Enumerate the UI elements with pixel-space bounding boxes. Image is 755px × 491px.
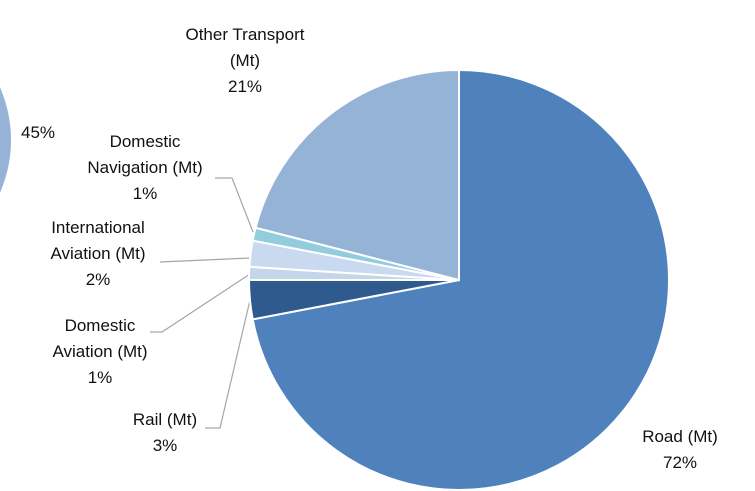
category-label: Other Transport (Mt) xyxy=(185,25,305,70)
value-label: 3% xyxy=(152,436,178,455)
value-label: 21% xyxy=(227,77,263,96)
slice-label: Other Transport (Mt) 21% xyxy=(170,22,320,100)
category-label: Domestic Navigation (Mt) xyxy=(87,132,203,177)
category-label: Domestic Aviation (Mt) xyxy=(52,316,148,361)
value-label: 72% xyxy=(662,453,698,472)
value-label: 1% xyxy=(132,184,158,203)
slice-label: Domestic Aviation (Mt) 1% xyxy=(40,313,160,391)
annotation: 45% xyxy=(20,123,56,142)
value-label: 1% xyxy=(87,368,113,387)
partial-pie xyxy=(0,82,13,198)
value-label: 2% xyxy=(85,270,111,289)
leader-line xyxy=(150,273,251,333)
slice-label: International Aviation (Mt) 2% xyxy=(38,215,158,293)
category-label: Rail (Mt) xyxy=(132,410,198,429)
slice-label: Domestic Navigation (Mt) 1% xyxy=(75,129,215,207)
leader-line xyxy=(215,177,254,233)
leader-lines xyxy=(150,177,254,429)
pie-slice xyxy=(254,68,460,282)
pie-slice xyxy=(251,68,670,491)
leader-line xyxy=(159,257,251,263)
category-label: International Aviation (Mt) xyxy=(50,218,146,263)
leader-line xyxy=(205,299,251,429)
slice-label: Road (Mt) 72% xyxy=(620,424,740,476)
slice-label: Rail (Mt) 3% xyxy=(120,407,210,459)
category-label: Road (Mt) xyxy=(642,427,718,446)
